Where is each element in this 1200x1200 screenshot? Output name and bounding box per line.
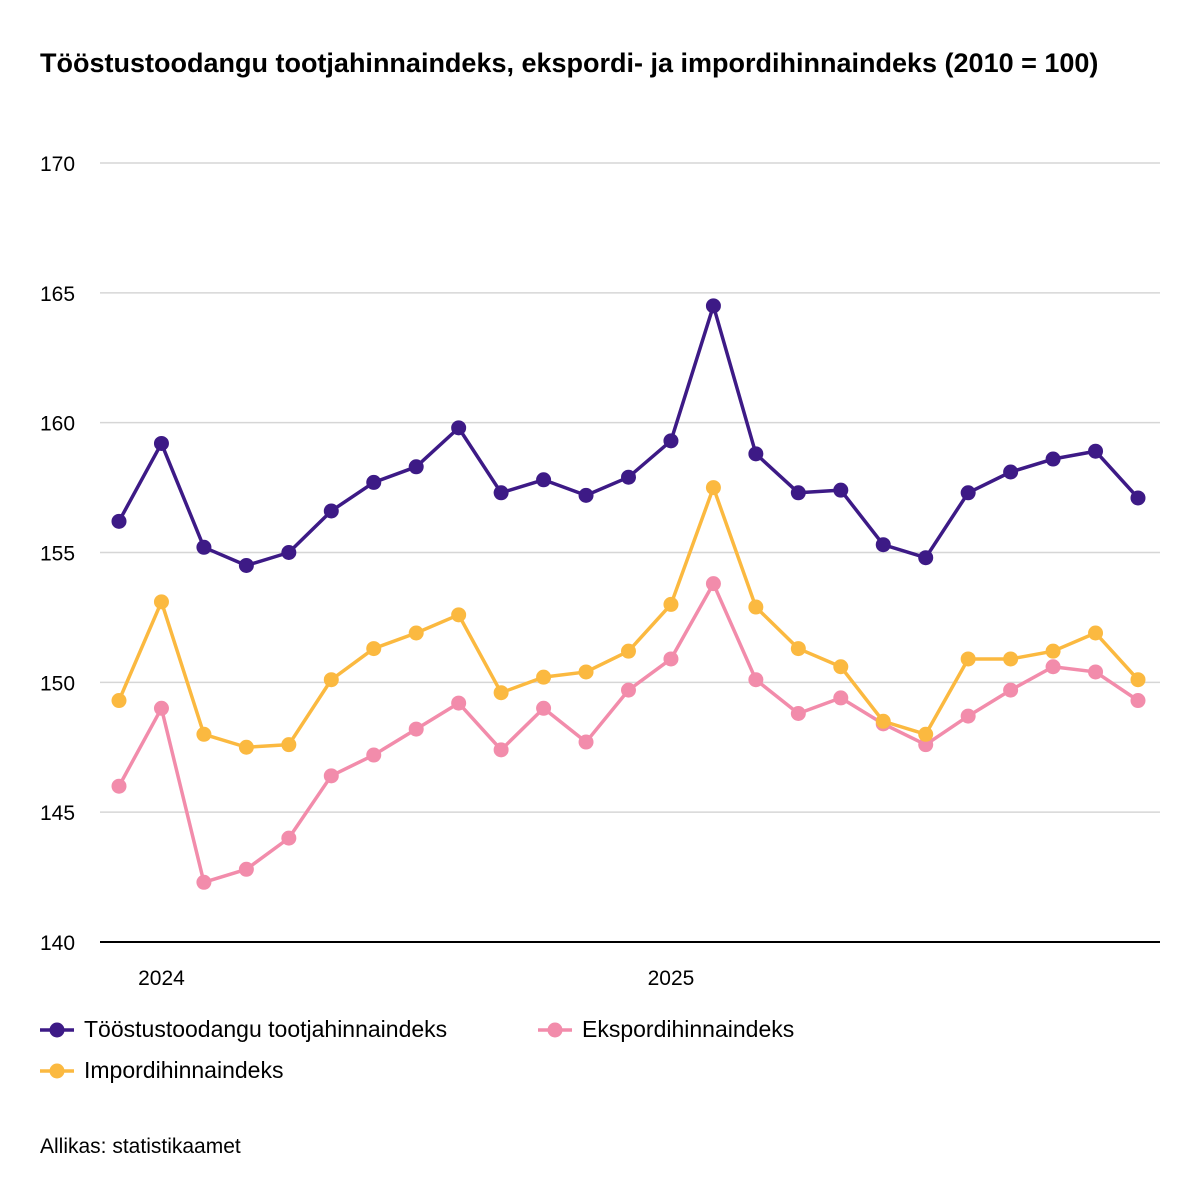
data-point	[493, 685, 509, 701]
data-point	[1003, 651, 1019, 667]
data-point	[705, 480, 721, 496]
data-point	[281, 737, 297, 753]
legend-label: Tööstustoodangu tootjahinnaindeks	[84, 1016, 448, 1042]
data-point	[621, 469, 636, 485]
data-point	[578, 734, 594, 750]
data-point	[153, 594, 169, 610]
data-point	[1045, 643, 1061, 659]
data-point	[451, 420, 467, 436]
data-point	[833, 659, 849, 675]
data-point	[1003, 464, 1019, 480]
data-point	[536, 472, 552, 488]
y-tick-label: 150	[40, 672, 75, 695]
y-tick-label: 170	[40, 153, 75, 176]
chart-title: Tööstustoodangu tootjahinnaindeks, ekspo…	[40, 48, 1099, 78]
data-point	[1088, 443, 1104, 459]
legend-item[interactable]: Ekspordihinnaindeks	[538, 1016, 794, 1043]
data-point	[1130, 693, 1146, 709]
data-point	[111, 693, 127, 709]
data-point	[366, 641, 382, 657]
data-point	[323, 672, 339, 688]
data-point	[1088, 664, 1104, 680]
data-point	[408, 625, 424, 641]
data-point	[1130, 490, 1146, 506]
data-point	[790, 705, 806, 721]
data-point	[875, 537, 891, 553]
data-point	[323, 503, 339, 519]
data-point	[1045, 659, 1061, 675]
data-point	[663, 433, 679, 449]
data-point	[960, 485, 976, 501]
data-point	[663, 596, 679, 612]
data-point	[1130, 672, 1146, 688]
y-tick-label: 155	[40, 543, 75, 566]
data-point	[705, 298, 721, 314]
data-point	[366, 747, 382, 763]
data-point	[833, 690, 849, 706]
series-line-2	[117, 485, 1140, 749]
legend-item[interactable]: Tööstustoodangu tootjahinnaindeks	[40, 1016, 447, 1043]
data-point	[833, 482, 849, 498]
data-point	[748, 599, 764, 615]
data-point	[111, 513, 127, 529]
series-line-0	[117, 304, 1140, 568]
legend-marker-icon	[40, 1022, 74, 1037]
series-line-1	[117, 581, 1139, 885]
y-tick-label: 140	[40, 932, 75, 955]
data-point	[238, 557, 254, 573]
data-point	[960, 651, 976, 667]
x-tick-label: 2025	[648, 967, 695, 990]
y-tick-label: 160	[40, 413, 75, 436]
data-point	[366, 474, 382, 490]
legend-marker-icon	[538, 1022, 572, 1037]
data-point	[451, 607, 467, 623]
data-point	[918, 737, 934, 753]
data-point	[536, 700, 552, 716]
legend-item[interactable]: Impordihinnaindeks	[40, 1057, 283, 1084]
data-point	[748, 446, 764, 462]
data-point	[1045, 451, 1061, 467]
data-point	[621, 643, 636, 659]
data-point	[578, 664, 594, 680]
data-point	[408, 459, 424, 475]
data-point	[281, 830, 297, 846]
legend-label: Impordihinnaindeks	[84, 1057, 284, 1083]
data-point	[408, 721, 424, 737]
legend-label: Ekspordihinnaindeks	[582, 1016, 795, 1042]
data-point	[875, 713, 891, 729]
y-tick-label: 165	[40, 283, 75, 306]
data-point	[1088, 625, 1104, 641]
data-point	[153, 700, 169, 716]
data-point	[493, 742, 509, 758]
data-point	[451, 695, 467, 711]
data-point	[578, 487, 594, 503]
data-point	[960, 708, 976, 724]
data-point	[663, 651, 679, 667]
data-point	[153, 435, 169, 451]
line-chart: 140 145 150 155 160 165 170 2024 2025	[40, 153, 1160, 990]
data-point	[918, 550, 934, 566]
data-point	[281, 545, 297, 560]
data-point	[238, 739, 254, 755]
data-point	[621, 682, 636, 698]
data-point	[493, 485, 509, 501]
data-point	[748, 672, 764, 688]
data-point	[790, 641, 806, 657]
data-point	[196, 874, 212, 890]
data-point	[196, 726, 212, 742]
legend-marker-icon	[40, 1063, 74, 1078]
data-point	[536, 669, 552, 685]
data-point	[1003, 682, 1019, 698]
data-point	[111, 778, 127, 794]
data-point	[238, 861, 254, 877]
data-point	[705, 576, 721, 592]
y-tick-label: 145	[40, 802, 75, 825]
source-note: Allikas: statistikaamet	[40, 1135, 241, 1158]
data-point	[790, 485, 806, 501]
x-tick-label: 2024	[138, 967, 185, 990]
data-point	[918, 726, 934, 742]
data-point	[196, 539, 212, 555]
data-point	[323, 768, 339, 784]
